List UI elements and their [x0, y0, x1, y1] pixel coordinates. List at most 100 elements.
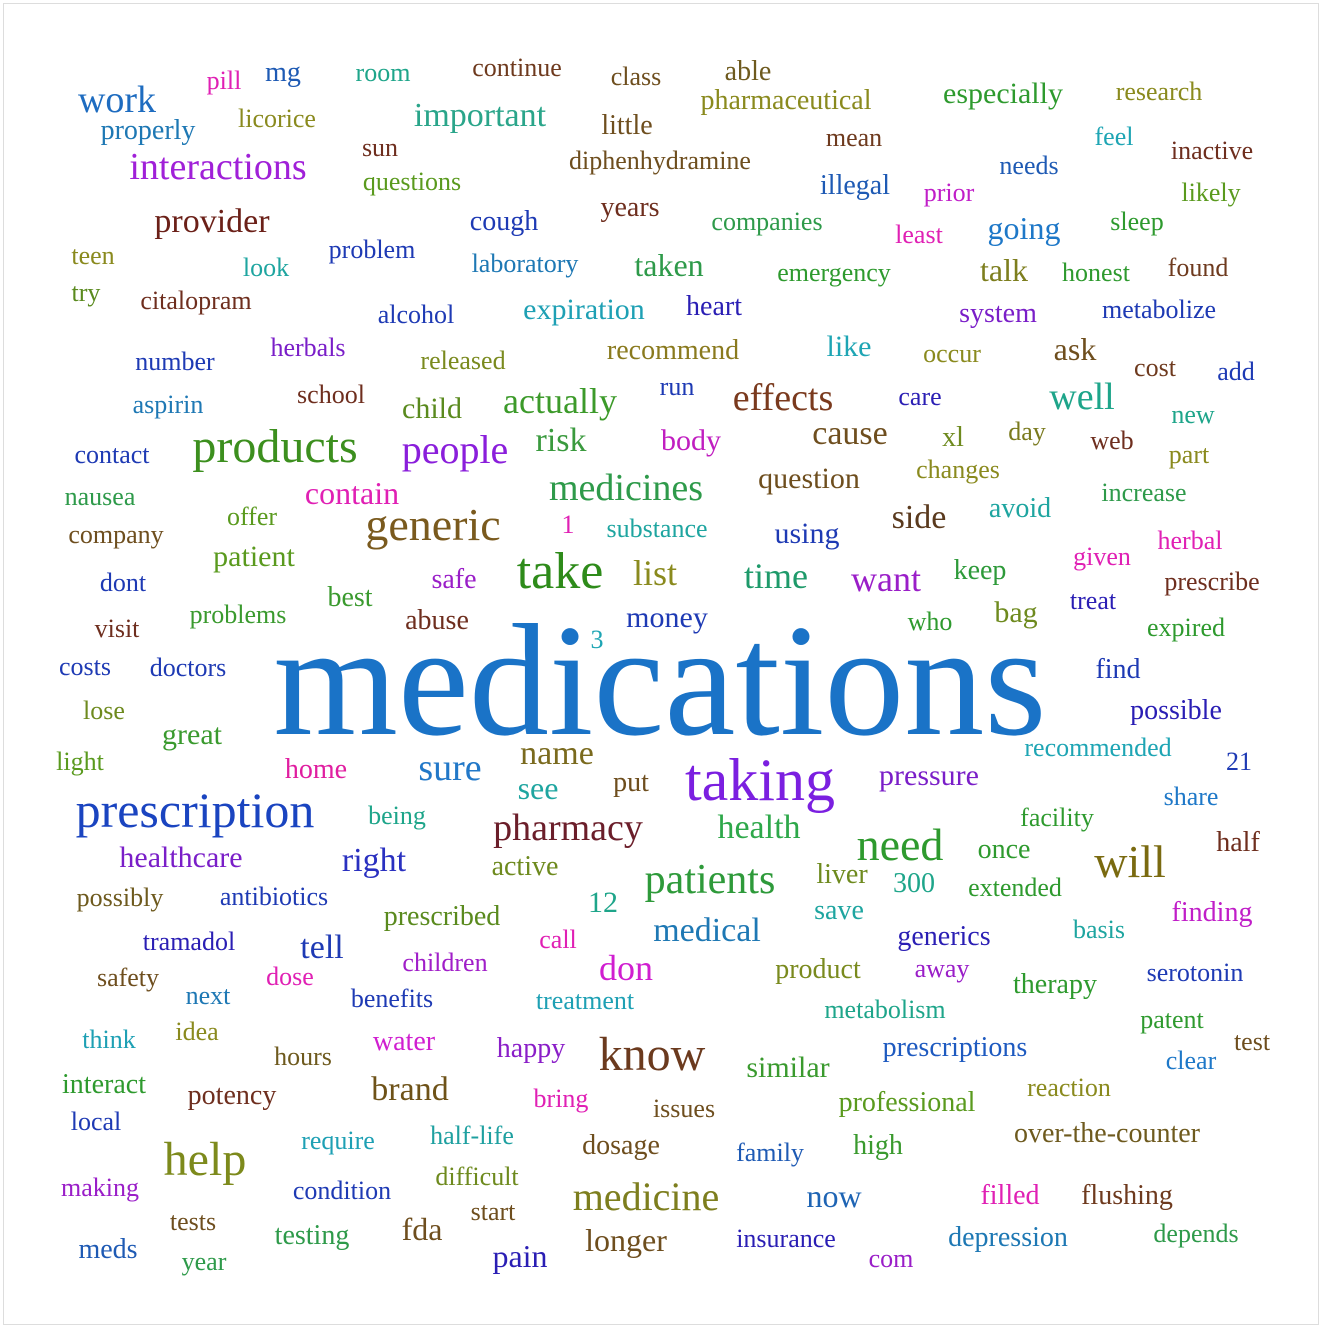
word-provider: provider: [154, 203, 270, 240]
word-possibly: possibly: [76, 883, 164, 912]
word-properly: properly: [100, 115, 196, 146]
word-prior: prior: [923, 178, 975, 207]
word-local: local: [70, 1107, 122, 1136]
word-300: 300: [893, 868, 935, 899]
word-medicines: medicines: [548, 467, 704, 509]
word-list: list: [632, 553, 678, 593]
word-possible: possible: [1130, 695, 1222, 726]
word-start: start: [470, 1197, 516, 1226]
word-substance: substance: [606, 514, 708, 543]
word-metabolize: metabolize: [1101, 295, 1217, 324]
word-serotonin: serotonin: [1146, 958, 1244, 987]
word-right: right: [341, 842, 407, 879]
word-going: going: [987, 210, 1061, 246]
word-once: once: [977, 834, 1031, 865]
word-safe: safe: [431, 564, 477, 595]
word-treat: treat: [1069, 586, 1117, 615]
word-best: best: [327, 582, 373, 613]
word-given: given: [1073, 542, 1131, 571]
word-basis: basis: [1073, 915, 1125, 944]
word-idea: idea: [175, 1017, 219, 1046]
word-actually: actually: [503, 381, 617, 421]
word-light: light: [56, 747, 104, 776]
word-dosage: dosage: [582, 1130, 660, 1161]
word-talk: talk: [980, 252, 1028, 288]
word-next: next: [185, 981, 231, 1010]
word-hours: hours: [274, 1042, 332, 1071]
word-recommended: recommended: [1024, 733, 1172, 762]
word-testing: testing: [274, 1220, 350, 1251]
word-visit: visit: [94, 614, 140, 643]
word-cause: cause: [812, 415, 888, 452]
word-tell: tell: [300, 929, 344, 966]
word-great: great: [162, 718, 222, 751]
word-inactive: inactive: [1170, 136, 1254, 165]
word-benefits: benefits: [350, 984, 434, 1013]
word-emergency: emergency: [777, 258, 891, 287]
word-likely: likely: [1181, 178, 1241, 207]
word-finding: finding: [1171, 897, 1253, 928]
word-companies: companies: [711, 207, 823, 236]
word-needs: needs: [999, 151, 1059, 180]
word-licorice: licorice: [238, 104, 316, 133]
word-released: released: [420, 346, 506, 375]
word-see: see: [517, 770, 559, 806]
word-antibiotics: antibiotics: [219, 882, 329, 911]
word-therapy: therapy: [1013, 969, 1097, 1000]
word-tests: tests: [169, 1207, 217, 1236]
word-dose: dose: [266, 962, 314, 991]
word-room: room: [355, 58, 411, 87]
word-active: active: [491, 851, 559, 882]
word-sun: sun: [361, 133, 399, 162]
word-aspirin: aspirin: [132, 390, 204, 419]
word-pressure: pressure: [879, 759, 979, 792]
word-doctors: doctors: [149, 653, 227, 682]
word-dont: dont: [99, 568, 147, 597]
word-making: making: [61, 1173, 139, 1202]
word-year: year: [181, 1247, 227, 1276]
word-pill: pill: [206, 66, 242, 95]
word-side: side: [891, 499, 947, 536]
word-3: 3: [590, 625, 604, 654]
word-patient: patient: [213, 540, 295, 573]
word-risk: risk: [535, 422, 587, 459]
word-who: who: [907, 607, 953, 636]
word-costs: costs: [59, 652, 111, 681]
word-flushing: flushing: [1081, 1180, 1173, 1211]
word-day: day: [1008, 417, 1046, 446]
word-add: add: [1217, 357, 1255, 386]
word-don: don: [599, 948, 653, 988]
word-bring: bring: [533, 1084, 589, 1113]
word-company: company: [68, 520, 164, 549]
word-people: people: [401, 427, 509, 472]
word-questions: questions: [362, 167, 462, 196]
word-mg: mg: [265, 57, 301, 88]
word-com: com: [868, 1244, 914, 1273]
word-taking: taking: [685, 747, 835, 813]
word-little: little: [601, 110, 653, 141]
word-increase: increase: [1101, 478, 1187, 507]
word-depression: depression: [948, 1222, 1068, 1253]
word-teen: teen: [71, 241, 115, 270]
word-treatment: treatment: [535, 986, 635, 1015]
word-happy: happy: [496, 1033, 566, 1064]
word-taken: taken: [634, 247, 704, 283]
word-citalopram: citalopram: [140, 286, 252, 315]
word-occur: occur: [923, 339, 981, 368]
word-similar: similar: [746, 1051, 830, 1084]
word-honest: honest: [1062, 258, 1130, 287]
word-insurance: insurance: [736, 1224, 836, 1253]
word-water: water: [372, 1026, 436, 1057]
word-depends: depends: [1153, 1219, 1239, 1248]
word-tramadol: tramadol: [142, 927, 236, 956]
word-home: home: [284, 754, 348, 785]
word-time: time: [744, 556, 808, 596]
word-issues: issues: [652, 1094, 716, 1123]
word-interact: interact: [62, 1069, 146, 1100]
word-will: will: [1094, 836, 1166, 887]
word-know: know: [598, 1028, 706, 1081]
word-medical: medical: [653, 912, 761, 949]
word-contain: contain: [304, 475, 400, 511]
word-web: web: [1090, 426, 1134, 455]
